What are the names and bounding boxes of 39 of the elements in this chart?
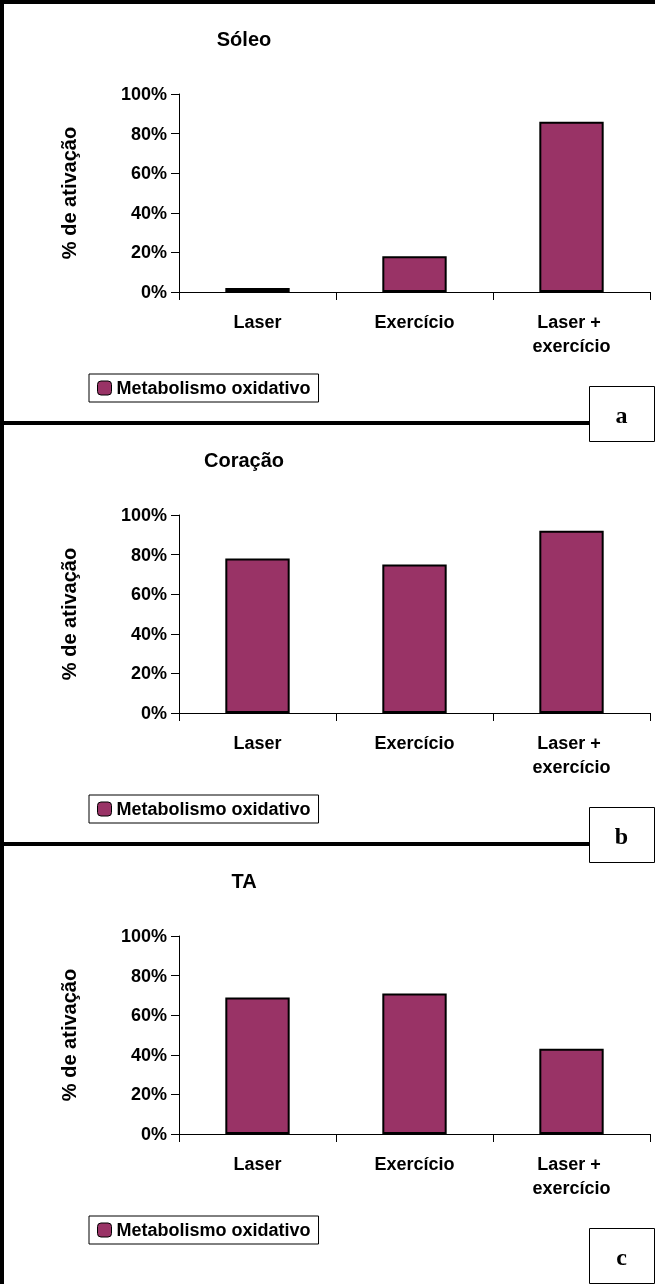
y-tick-label: 20% (130, 242, 167, 263)
y-tick-label: 20% (130, 1084, 167, 1105)
y-tick-label: 40% (130, 1044, 167, 1065)
y-tick-label: 100% (120, 505, 167, 525)
y-tick-label: 20% (130, 663, 167, 684)
y-axis-title: % de ativação (58, 968, 80, 1102)
y-tick-label: 60% (130, 1005, 167, 1026)
x-tick-label: Laser + exercício (532, 733, 611, 777)
y-tick-label: 0% (140, 703, 167, 723)
x-tick-label: Exercício (374, 1154, 455, 1174)
text: c (616, 1243, 628, 1270)
y-tick-label: 100% (120, 84, 167, 104)
y-axis-title: % de ativação (58, 547, 80, 681)
x-tick-label: Laser + exercício (532, 1154, 611, 1198)
y-tick-label: 60% (130, 163, 167, 184)
legend-label: Metabolismo oxidativo (116, 1220, 311, 1240)
chart-title: TA (231, 870, 257, 892)
chart-title: Sóleo (216, 28, 272, 50)
y-tick-label: 0% (140, 282, 167, 302)
text: a (615, 401, 628, 428)
y-tick-label: 80% (130, 123, 167, 144)
x-tick-label: Laser + exercício (532, 312, 611, 356)
x-tick-label: Exercício (374, 733, 455, 753)
y-axis-title: % de ativação (58, 126, 80, 260)
y-tick-label: 80% (130, 544, 167, 565)
y-tick-label: 60% (130, 584, 167, 605)
chart-title: Coração (203, 449, 285, 471)
text: b (614, 822, 629, 849)
legend-label: Metabolismo oxidativo (116, 799, 311, 819)
y-tick-label: 40% (130, 202, 167, 223)
y-tick-label: 80% (130, 965, 167, 986)
x-tick-label: Exercício (374, 312, 455, 332)
x-tick-label: Laser (233, 733, 282, 753)
y-tick-label: 0% (140, 1124, 167, 1144)
y-tick-label: 40% (130, 623, 167, 644)
y-tick-label: 100% (120, 926, 167, 946)
x-tick-label: Laser (233, 312, 282, 332)
x-tick-label: Laser (233, 1154, 282, 1174)
legend-label: Metabolismo oxidativo (116, 378, 311, 398)
